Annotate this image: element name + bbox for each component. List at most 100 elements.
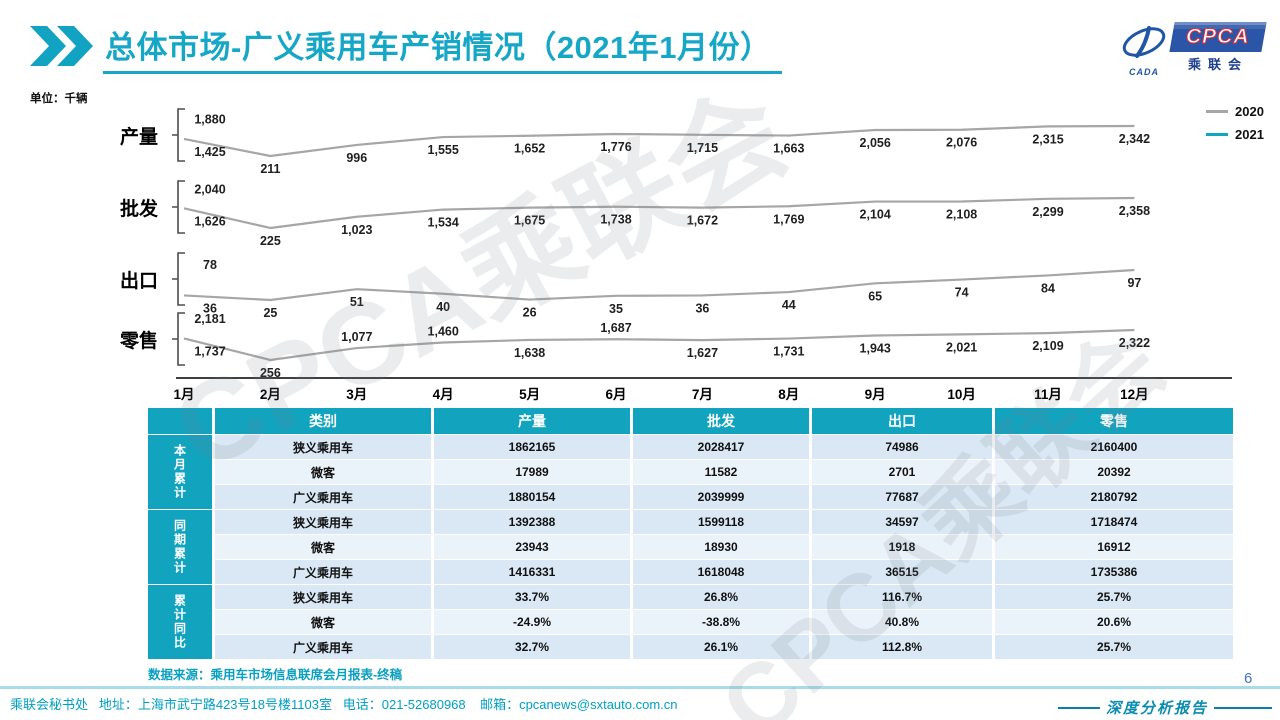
footer-contact: 乘联会秘书处 地址：上海市武宁路423号18号楼1103室 电话：021-526…	[10, 697, 678, 712]
table-category-cell: 广义乘用车	[215, 560, 431, 584]
chart-row-label-lingshou: 零售	[119, 331, 158, 352]
table-value-cell: 20392	[995, 460, 1233, 484]
data-label-2020: 40	[436, 300, 450, 314]
chart-panel-pifa: 1,626 225 1,023 1,534 1,675 1,738 1,672 1,769 2,…	[172, 180, 1150, 248]
data-label-2020: 44	[782, 298, 796, 312]
data-label-2020: 65	[868, 289, 882, 303]
data-label-2020: 1,425	[194, 145, 225, 159]
data-label-2020: 2,109	[1032, 339, 1063, 353]
unit-label: 单位：千辆	[30, 93, 88, 105]
table-value-cell: 2160400	[995, 435, 1233, 459]
report-type-label: 深度分析报告	[1058, 697, 1273, 718]
data-label-2020: 1,627	[687, 346, 718, 360]
table-category-cell: 狭义乘用车	[215, 435, 431, 459]
table-value-cell: 11582	[633, 460, 809, 484]
data-label-2020: 1,737	[194, 344, 225, 358]
data-label-2020: 1,555	[428, 143, 459, 157]
table-value-cell: 17989	[434, 460, 630, 484]
table-value-cell: 26.8%	[633, 585, 809, 609]
table-value-cell: 34597	[812, 510, 992, 534]
table-header-cell: 类别	[215, 408, 431, 434]
table-category-cell: 狭义乘用车	[215, 510, 431, 534]
x-axis-label: 3月	[346, 387, 368, 402]
table-value-cell: 2701	[812, 460, 992, 484]
table-value-cell: 1618048	[633, 560, 809, 584]
x-axis-label: 7月	[691, 387, 713, 402]
x-axis-label: 5月	[519, 387, 541, 402]
data-label-2020: 2,108	[946, 208, 977, 222]
data-label-2020: 84	[1041, 281, 1055, 295]
table-value-cell: 26.1%	[633, 635, 809, 659]
cada-text: CADA	[1129, 67, 1159, 77]
data-label-2020: 35	[609, 302, 623, 316]
table-value-cell: 40.8%	[812, 610, 992, 634]
data-label-2020: 211	[260, 162, 280, 176]
decorative-line-left	[1058, 706, 1100, 709]
legend-item-2021: 2021	[1206, 127, 1264, 142]
table-value-cell: 74986	[812, 435, 992, 459]
table-value-cell: 2039999	[633, 485, 809, 509]
data-label-2020: 1,687	[600, 321, 631, 335]
table-value-cell: 1918	[812, 535, 992, 559]
data-label-2020: 1,534	[428, 216, 459, 230]
table-group-label: 本月累计	[148, 435, 212, 509]
series-2020-line	[183, 196, 1135, 230]
data-label-2020: 2,299	[1032, 205, 1063, 219]
data-label-2021: 2,040	[194, 182, 225, 196]
cpca-wordmark: CPCA 乘联会	[1169, 16, 1267, 73]
table-value-cell: 1392388	[434, 510, 630, 534]
table-value-cell: 1880154	[434, 485, 630, 509]
table-value-cell: 1599118	[633, 510, 809, 534]
data-label-2020: 1,738	[600, 213, 631, 227]
table-value-cell: 25.7%	[995, 635, 1233, 659]
data-label-2020: 2,322	[1119, 336, 1150, 350]
table-value-cell: 2028417	[633, 435, 809, 459]
table-value-cell: 1416331	[434, 560, 630, 584]
table-category-cell: 微客	[215, 610, 431, 634]
data-label-2021: 78	[203, 258, 217, 272]
table-header-cell: 零售	[995, 408, 1233, 434]
data-label-2020: 2,342	[1119, 132, 1150, 146]
data-table: 类别 产量 批发 出口 零售 本月累计 狭义乘用车 1862165 2028417 74986 21…	[148, 408, 1233, 659]
table-value-cell: 20.6%	[995, 610, 1233, 634]
table-value-cell: 33.7%	[434, 585, 630, 609]
data-label-2020: 1,776	[600, 140, 631, 154]
data-label-2020: 1,943	[860, 342, 891, 356]
data-label-2020: 1,731	[773, 345, 804, 359]
data-label-2020: 225	[260, 234, 281, 248]
series-2020-line	[183, 328, 1135, 362]
chart-panel-chanliang: 1,425 211 996 1,555 1,652 1,776 1,715 1,663 2,05…	[172, 108, 1150, 176]
table-value-cell: 25.7%	[995, 585, 1233, 609]
table-category-cell: 广义乘用车	[215, 485, 431, 509]
table-value-cell: 32.7%	[434, 635, 630, 659]
data-label-2020: 26	[523, 306, 537, 320]
chart-row-label-chanliang: 产量	[119, 127, 158, 148]
title-chevron-icon	[30, 26, 93, 66]
data-label-2020: 1,626	[194, 214, 225, 228]
data-label-2020: 2,076	[946, 136, 977, 150]
data-label-2020: 1,638	[514, 346, 545, 360]
x-axis-label: 11月	[1034, 387, 1062, 402]
data-label-2020: 36	[695, 301, 709, 315]
footer-divider	[0, 686, 1280, 689]
data-label-2020: 2,056	[860, 136, 891, 150]
data-label-2020: 74	[955, 286, 969, 300]
table-value-cell: 1718474	[995, 510, 1233, 534]
chart-row-label-chukou: 出口	[119, 271, 158, 292]
chart-row-label-pifa: 批发	[119, 199, 158, 220]
x-axis-line	[176, 377, 1232, 379]
data-label-2020: 51	[350, 295, 364, 309]
table-value-cell: 1735386	[995, 560, 1233, 584]
table-group-label: 同期累计	[148, 510, 212, 584]
y-axis-bracket	[172, 312, 185, 366]
table-value-cell: 77687	[812, 485, 992, 509]
data-label-2020: 2,315	[1032, 132, 1063, 146]
legend-label: 2021	[1235, 127, 1264, 142]
decorative-line-right	[1214, 706, 1273, 709]
table-header-cell: 产量	[434, 408, 630, 434]
table-category-cell: 微客	[215, 460, 431, 484]
chenglianhui-text: 乘联会	[1187, 57, 1248, 72]
legend-item-2020: 2020	[1206, 104, 1264, 119]
